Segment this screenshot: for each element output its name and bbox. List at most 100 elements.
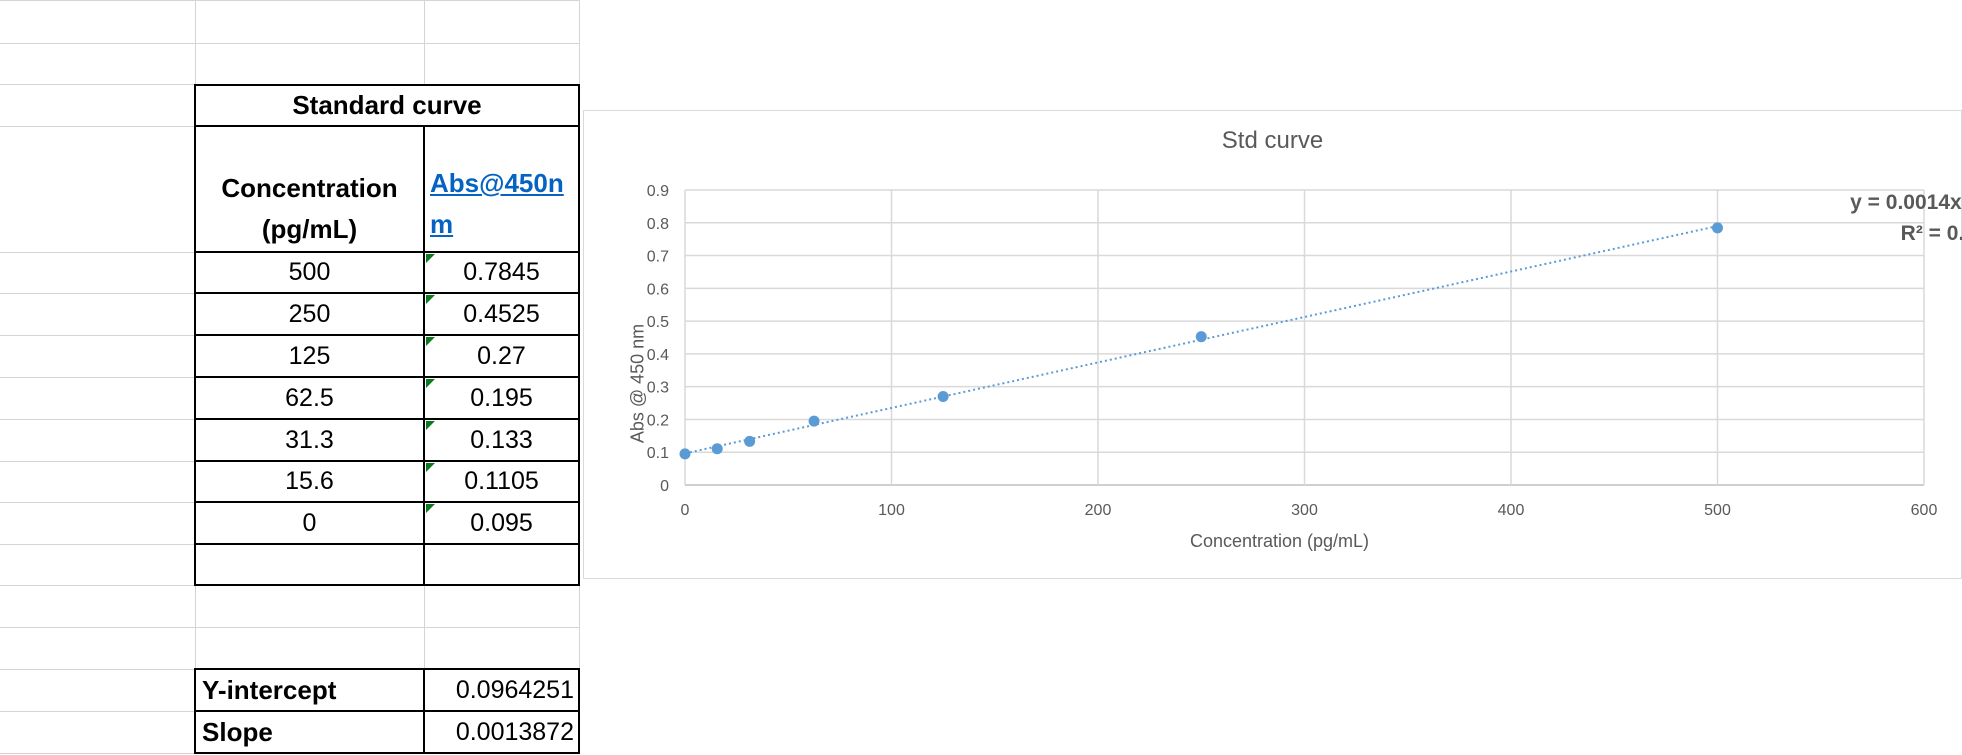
error-indicator-icon[interactable] bbox=[426, 337, 435, 346]
table-border bbox=[194, 752, 580, 754]
cell-concentration[interactable]: 0 bbox=[302, 508, 317, 537]
y-tick-label: 0.2 bbox=[647, 412, 669, 429]
table-border bbox=[194, 334, 580, 336]
x-tick-label: 200 bbox=[1085, 502, 1112, 519]
error-indicator-icon[interactable] bbox=[426, 504, 435, 513]
error-indicator-icon[interactable] bbox=[426, 295, 435, 304]
table-border bbox=[194, 584, 580, 586]
chart-plot-area: 0 0.1 0.2 0.3 0.4 0.5 0.6 0.7 0.8 0.9 0 100 200 300 40… bbox=[647, 183, 1938, 519]
error-indicator-icon[interactable] bbox=[426, 379, 435, 388]
gridline bbox=[0, 711, 195, 712]
data-point bbox=[679, 448, 691, 460]
table-border bbox=[194, 418, 580, 420]
x-tick-label: 100 bbox=[878, 502, 905, 519]
error-indicator-icon[interactable] bbox=[426, 254, 435, 263]
gridline bbox=[0, 461, 195, 462]
y-intercept-label[interactable]: Y-intercept bbox=[202, 674, 337, 705]
y-axis-title: Abs @ 450 nm bbox=[627, 323, 648, 444]
cell-concentration[interactable]: 125 bbox=[288, 341, 331, 370]
gridline bbox=[579, 585, 580, 670]
gridline bbox=[424, 0, 425, 85]
table-border bbox=[194, 376, 580, 378]
table-border bbox=[194, 84, 580, 86]
error-indicator-icon[interactable] bbox=[426, 421, 435, 430]
table-border bbox=[194, 710, 580, 712]
y-tick-label: 0.9 bbox=[647, 183, 669, 200]
table-border bbox=[423, 668, 425, 754]
cell-concentration[interactable]: 62.5 bbox=[285, 383, 334, 412]
gridline bbox=[579, 0, 580, 85]
x-tick-label: 0 bbox=[681, 502, 690, 519]
table-border bbox=[194, 292, 580, 294]
cell-absorbance[interactable]: 0.133 bbox=[470, 425, 533, 454]
trendline-equation-label: y = 0.0014x + 0.0964 R² = 0.999 bbox=[1762, 187, 1962, 249]
trendline bbox=[684, 225, 1718, 455]
y-tick-label: 0.6 bbox=[647, 281, 669, 298]
y-tick-label: 0.7 bbox=[647, 249, 669, 266]
gridline bbox=[0, 627, 580, 628]
gridline bbox=[424, 585, 425, 670]
table-border bbox=[578, 668, 580, 754]
data-point bbox=[744, 435, 756, 447]
cell-absorbance[interactable]: 0.27 bbox=[477, 341, 526, 370]
y-tick-label: 0.1 bbox=[647, 445, 669, 462]
cell-concentration[interactable]: 15.6 bbox=[285, 467, 334, 495]
cell-absorbance[interactable]: 0.7845 bbox=[463, 258, 540, 286]
data-point bbox=[937, 391, 949, 402]
gridline bbox=[0, 377, 195, 378]
trendline-r-squared: R² = 0.999 bbox=[1900, 222, 1962, 245]
cell-absorbance[interactable]: 0.1105 bbox=[464, 467, 539, 495]
gridline bbox=[0, 43, 580, 44]
slope-label[interactable]: Slope bbox=[202, 716, 273, 747]
y-tick-label: 0 bbox=[660, 478, 669, 495]
gridline bbox=[0, 419, 195, 420]
table-border bbox=[423, 125, 425, 586]
column-header-concentration-line1: Concentration bbox=[221, 173, 398, 203]
std-curve-chart[interactable]: 0 0.1 0.2 0.3 0.4 0.5 0.6 0.7 0.8 0.9 0 100 200 300 40… bbox=[583, 110, 1962, 579]
gridline bbox=[0, 669, 195, 670]
data-point bbox=[808, 415, 820, 427]
column-header-concentration-line2: (pg/mL) bbox=[261, 214, 358, 244]
x-tick-label: 300 bbox=[1291, 502, 1318, 519]
gridline bbox=[0, 126, 195, 127]
slope-value[interactable]: 0.0013872 bbox=[455, 717, 574, 746]
gridline bbox=[195, 585, 196, 670]
column-header-concentration[interactable]: Concentration (pg/mL) bbox=[196, 127, 423, 251]
table-border bbox=[194, 251, 580, 253]
gridline bbox=[195, 0, 196, 85]
y-tick-label: 0.5 bbox=[647, 314, 669, 331]
table-title[interactable]: Standard curve bbox=[292, 90, 482, 120]
trendline-equation: y = 0.0014x + 0.0964 bbox=[1850, 191, 1962, 214]
y-tick-label: 0.4 bbox=[647, 347, 669, 364]
gridline bbox=[0, 335, 195, 336]
x-tick-label: 400 bbox=[1498, 502, 1525, 519]
gridline bbox=[0, 84, 195, 85]
data-point bbox=[711, 443, 723, 455]
table-border bbox=[194, 543, 580, 545]
x-tick-label: 600 bbox=[1911, 502, 1938, 519]
table-border bbox=[194, 125, 580, 127]
gridline bbox=[0, 293, 195, 294]
gridline bbox=[0, 252, 195, 253]
cell-absorbance[interactable]: 0.195 bbox=[470, 383, 533, 412]
y-intercept-value[interactable]: 0.0964251 bbox=[455, 675, 574, 704]
table-border bbox=[194, 460, 580, 462]
table-border bbox=[194, 668, 580, 670]
table-border bbox=[194, 501, 580, 503]
error-indicator-icon[interactable] bbox=[426, 463, 435, 472]
table-border bbox=[194, 84, 196, 586]
cell-concentration[interactable]: 31.3 bbox=[285, 425, 334, 454]
x-axis-title: Concentration (pg/mL) bbox=[1189, 531, 1370, 551]
cell-concentration[interactable]: 500 bbox=[288, 258, 331, 286]
y-tick-label: 0.3 bbox=[647, 380, 669, 397]
cell-concentration[interactable]: 250 bbox=[288, 299, 331, 328]
gridline bbox=[0, 0, 580, 1]
chart-title: Std curve bbox=[1221, 127, 1324, 154]
cell-absorbance[interactable]: 0.095 bbox=[470, 508, 533, 537]
gridline bbox=[0, 502, 195, 503]
data-point bbox=[1195, 331, 1207, 343]
table-border bbox=[578, 84, 580, 586]
column-header-abs-link[interactable]: Abs@450nm bbox=[430, 168, 564, 239]
y-tick-label: 0.8 bbox=[647, 216, 669, 233]
cell-absorbance[interactable]: 0.4525 bbox=[463, 299, 540, 328]
